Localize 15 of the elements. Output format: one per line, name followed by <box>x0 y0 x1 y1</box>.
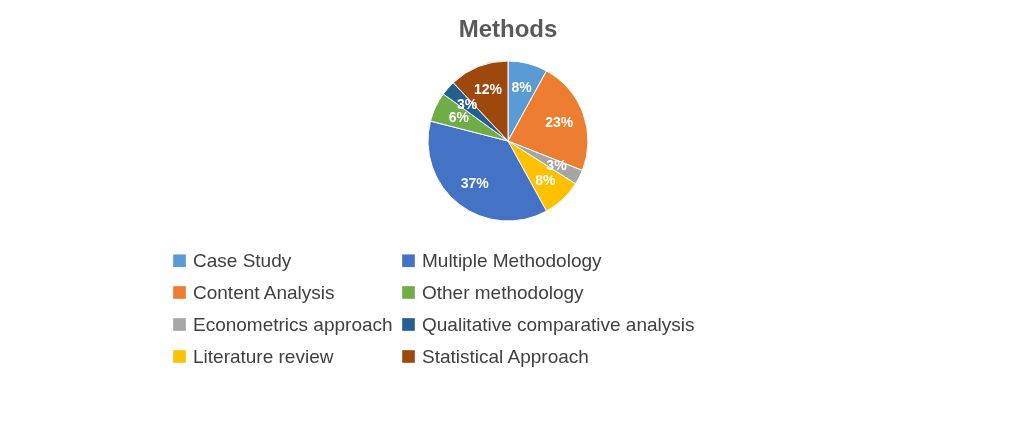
data-label: 23% <box>545 113 574 130</box>
legend-label: Literature review <box>193 345 334 367</box>
legend-label: Statistical Approach <box>422 345 589 367</box>
legend-label: Case Study <box>193 249 292 271</box>
legend-label: Content Analysis <box>193 281 335 303</box>
data-label: 8% <box>511 79 533 96</box>
data-label: 12% <box>473 81 503 98</box>
data-label: 37% <box>460 174 490 191</box>
data-label: 6% <box>448 108 470 125</box>
legend-label: Multiple Methodology <box>422 249 603 271</box>
chart-title: Methods <box>458 15 558 42</box>
legend-label: Qualitative comparative analysis <box>422 313 695 335</box>
legend-label: Econometrics approach <box>193 313 393 335</box>
legend-label: Other methodology <box>422 281 585 303</box>
data-label: 8% <box>535 171 556 188</box>
